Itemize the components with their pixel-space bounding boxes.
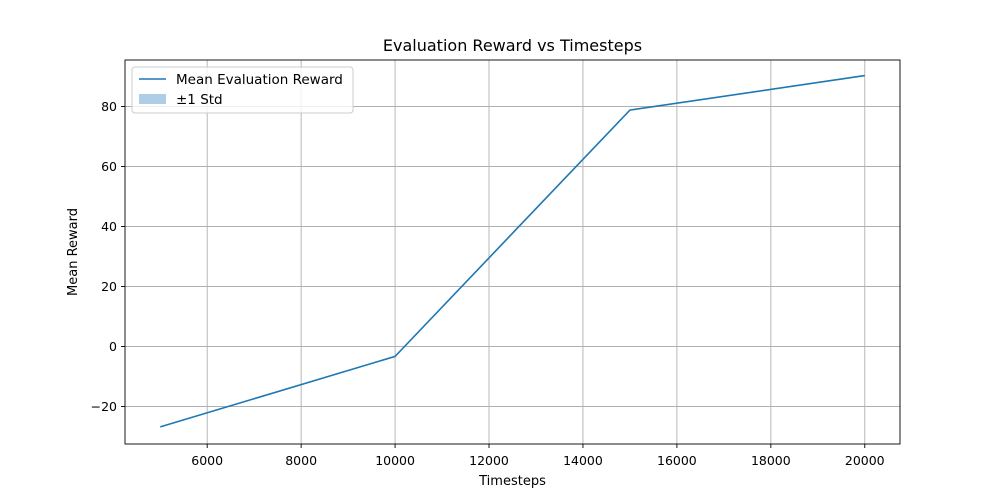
- x-axis-label: Timesteps: [478, 474, 546, 489]
- y-axis-label: Mean Reward: [66, 208, 81, 296]
- plot-frame: [124, 59, 901, 445]
- x-tick-label: 16000: [657, 453, 697, 468]
- x-tick-label: 10000: [375, 453, 415, 468]
- x-tick-label: 20000: [845, 453, 885, 468]
- legend-box: [131, 66, 354, 114]
- x-tick-label: 18000: [751, 453, 791, 468]
- legend-label-mean-evaluation-reward: Mean Evaluation Reward: [176, 72, 343, 88]
- chart-title: Evaluation Reward vs Timesteps: [383, 36, 642, 55]
- series-line-mean-evaluation-reward: [159, 74, 865, 428]
- grid: [125, 60, 900, 444]
- y-tick-label: 40: [101, 219, 117, 234]
- y-tick-label: 80: [101, 99, 117, 114]
- x-tick-label: 14000: [563, 453, 603, 468]
- y-tick-label: 20: [101, 279, 117, 294]
- x-tick-label: 6000: [191, 453, 223, 468]
- legend: Mean Evaluation Reward ±1 Std: [131, 66, 354, 114]
- axis-ticks: 6000 8000 10000 12000 14000 16000 18000 20000 −2…: [91, 99, 885, 468]
- y-tick-label: 0: [109, 339, 117, 354]
- y-tick-label: −20: [91, 399, 117, 414]
- series-layer: [159, 74, 865, 428]
- legend-label-std-band: ±1 Std: [176, 92, 223, 108]
- legend-band-swatch: [139, 94, 166, 104]
- y-tick-label: 60: [101, 159, 117, 174]
- x-tick-label: 12000: [469, 453, 509, 468]
- x-tick-label: 8000: [285, 453, 317, 468]
